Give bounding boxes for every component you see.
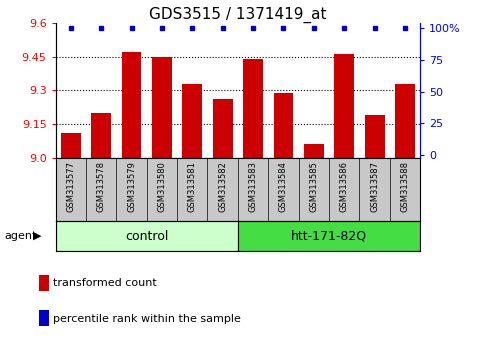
Bar xyxy=(273,92,293,158)
Bar xyxy=(334,55,354,158)
Text: GSM313581: GSM313581 xyxy=(188,161,197,212)
Bar xyxy=(91,113,111,158)
Bar xyxy=(395,84,415,158)
Text: control: control xyxy=(125,230,169,243)
Text: GSM313585: GSM313585 xyxy=(309,161,318,212)
Bar xyxy=(238,221,420,251)
Text: percentile rank within the sample: percentile rank within the sample xyxy=(53,314,241,324)
Bar xyxy=(243,59,263,158)
Text: GSM313577: GSM313577 xyxy=(66,161,75,212)
Bar xyxy=(122,52,142,158)
Text: GSM313587: GSM313587 xyxy=(370,161,379,212)
Text: htt-171-82Q: htt-171-82Q xyxy=(291,230,367,243)
Text: agent: agent xyxy=(5,231,37,241)
Text: GSM313578: GSM313578 xyxy=(97,161,106,212)
Text: transformed count: transformed count xyxy=(53,278,157,288)
Bar xyxy=(365,115,384,158)
Bar xyxy=(304,144,324,158)
Text: ▶: ▶ xyxy=(33,231,42,241)
Text: GSM313588: GSM313588 xyxy=(400,161,410,212)
Bar xyxy=(183,84,202,158)
Title: GDS3515 / 1371419_at: GDS3515 / 1371419_at xyxy=(149,7,327,23)
Bar xyxy=(213,99,232,158)
Text: GSM313584: GSM313584 xyxy=(279,161,288,212)
Text: GSM313582: GSM313582 xyxy=(218,161,227,212)
Text: GSM313583: GSM313583 xyxy=(249,161,257,212)
Text: GSM313580: GSM313580 xyxy=(157,161,167,212)
Bar xyxy=(56,221,238,251)
Text: GSM313579: GSM313579 xyxy=(127,161,136,212)
Bar xyxy=(61,133,81,158)
Bar xyxy=(152,57,172,158)
Text: GSM313586: GSM313586 xyxy=(340,161,349,212)
